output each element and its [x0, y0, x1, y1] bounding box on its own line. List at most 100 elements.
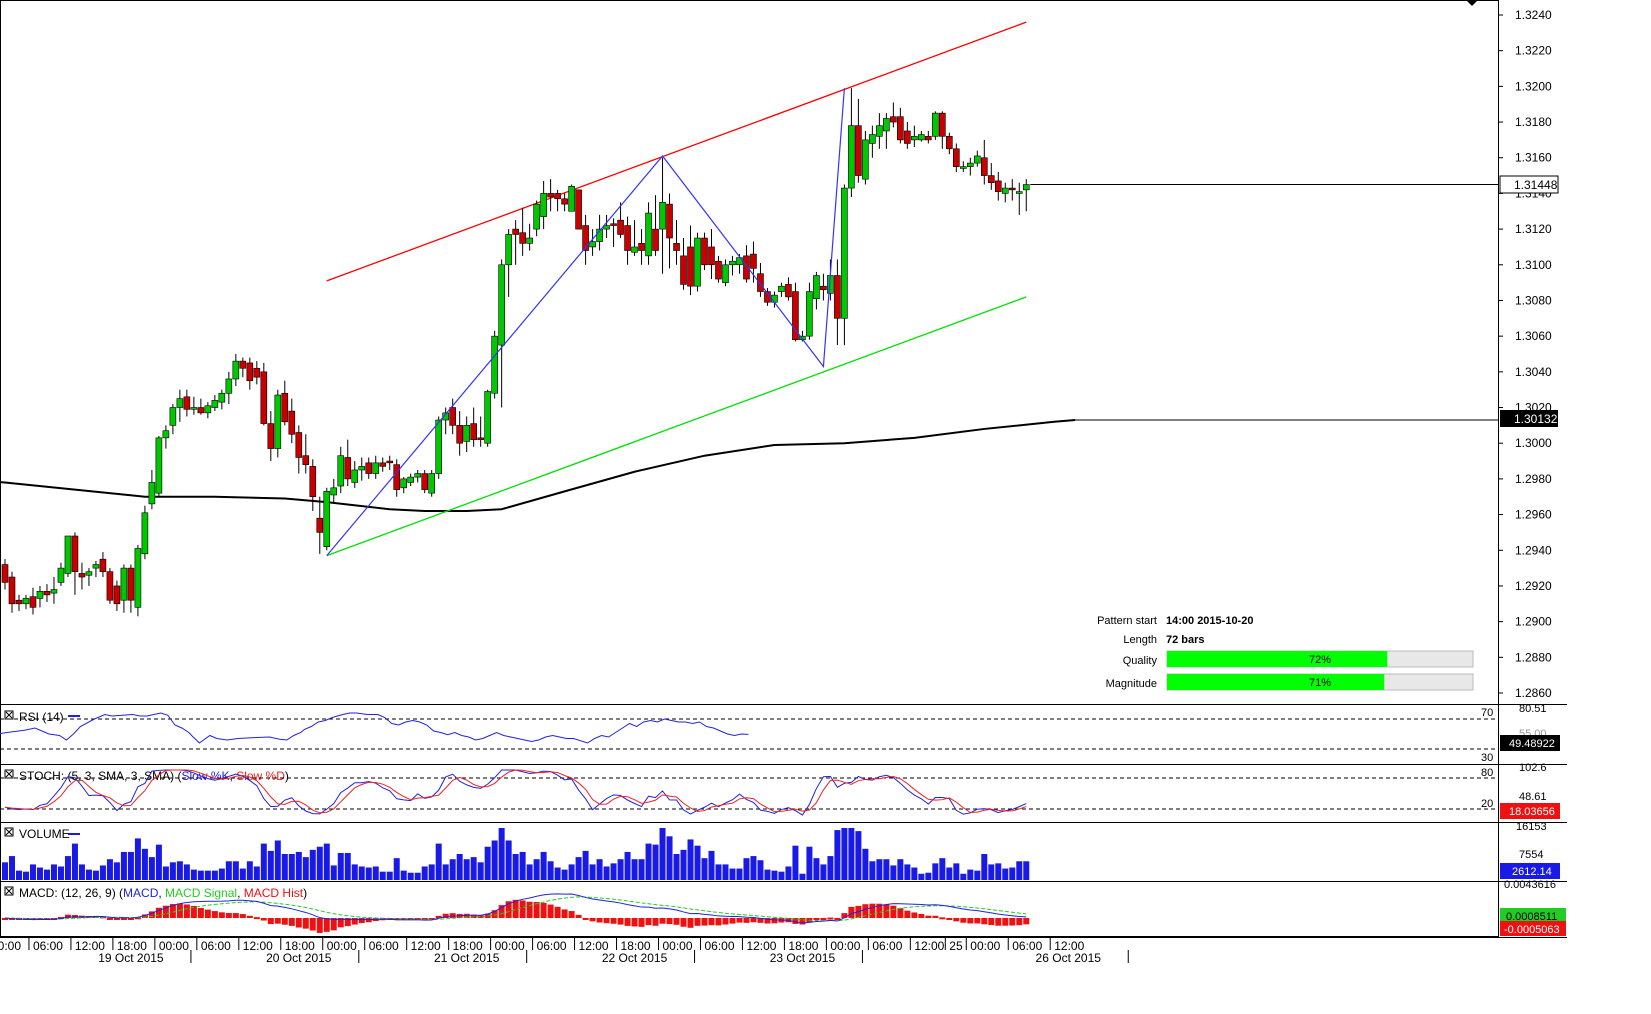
bull-candle-body — [848, 125, 855, 189]
candle — [400, 477, 408, 494]
macd-top-value: 0.0043616 — [1504, 879, 1556, 891]
bear-candle-body — [519, 232, 526, 244]
candle — [666, 193, 673, 269]
macd-signal-line — [4, 896, 1027, 922]
macd-hist-bar — [1002, 918, 1009, 926]
volume-bar — [561, 869, 568, 880]
macd-hist-bar — [757, 918, 764, 923]
volume-bar — [1009, 867, 1016, 880]
bear-candle-body — [953, 148, 960, 167]
bull-candle-body — [442, 412, 449, 421]
bull-candle-body — [36, 590, 44, 599]
volume-bar — [183, 864, 190, 880]
bull-candle-body — [85, 571, 93, 576]
current-price-label: 1.31448 — [1514, 178, 1558, 192]
candle — [246, 357, 254, 390]
volume-bar — [351, 864, 358, 880]
bull-candle-body — [358, 466, 366, 471]
price-tick-label: 1.3080 — [1515, 293, 1552, 307]
candle — [155, 436, 163, 497]
stoch-top-value: 102.6 — [1519, 762, 1547, 774]
bear-candle-body — [246, 362, 254, 382]
bull-candle-body — [64, 535, 72, 574]
volume-bar — [652, 844, 659, 880]
candle — [351, 461, 359, 488]
macd-hist-bar — [603, 918, 610, 924]
volume-bars — [2, 828, 1030, 880]
volume-bar — [449, 859, 456, 880]
macd-hist-bar — [141, 914, 148, 918]
macd-hist-bar — [323, 918, 330, 932]
macd-hist-bar — [484, 913, 491, 918]
volume-bar — [330, 865, 337, 880]
magnitude-value: 71% — [1309, 677, 1331, 689]
bear-candle-body — [994, 180, 1002, 192]
bear-candle-body — [904, 130, 911, 144]
macd-hist-bar — [750, 918, 757, 923]
bear-candle-body — [792, 291, 799, 341]
time-label: 25 — [949, 939, 963, 953]
volume-bar — [316, 846, 323, 880]
candle — [365, 457, 373, 479]
bull-candle-body — [218, 392, 226, 403]
bull-candle-body — [162, 430, 170, 439]
time-axis: 161800:0006:0012:0018:0000:0006:0012:001… — [0, 937, 1129, 965]
candle — [876, 113, 883, 149]
candle — [610, 218, 617, 247]
bull-candle-body — [204, 405, 212, 414]
macd-hist-bar — [799, 918, 806, 925]
macd-hist-bar — [183, 904, 190, 918]
candle — [379, 457, 387, 472]
time-label: 00:00 — [327, 939, 357, 953]
time-label: 00:00 — [159, 939, 189, 953]
volume-bar — [680, 849, 687, 880]
candle — [8, 571, 16, 613]
candle — [687, 225, 694, 296]
bull-candle-body — [407, 476, 415, 483]
macd-hist-bar — [624, 918, 631, 926]
bull-candle-body — [883, 118, 890, 132]
candle — [169, 403, 177, 435]
macd-hist-bar — [316, 918, 323, 933]
bull-candle-body — [484, 391, 491, 444]
bear-candle-body — [365, 462, 373, 474]
volume-bar — [673, 854, 680, 880]
volume-bar — [911, 867, 918, 880]
candle — [708, 229, 715, 280]
volume-bar — [939, 858, 946, 880]
volume-bar — [15, 870, 22, 880]
macd-hist-bar — [946, 918, 953, 920]
bull-candle-body — [92, 564, 100, 569]
pattern-zigzag — [326, 88, 845, 557]
macd-hist-bar — [876, 903, 883, 918]
candle — [701, 232, 708, 271]
macd-hist-bar — [890, 905, 897, 918]
volume-bar — [463, 859, 470, 880]
volume-bar — [750, 856, 757, 880]
volume-bar — [890, 865, 897, 880]
date-label: 26 Oct 2015 — [1036, 951, 1102, 963]
candle — [463, 416, 470, 453]
bull-candle-body — [862, 139, 869, 180]
bear-candle-body — [512, 228, 519, 235]
volume-bar — [953, 863, 960, 880]
volume-bar — [610, 863, 617, 880]
time-label: 00:00 — [0, 939, 21, 953]
bull-candle-body — [190, 407, 198, 410]
candle — [337, 446, 345, 494]
volume-bar — [127, 851, 134, 880]
bear-candle-body — [113, 585, 121, 605]
candle — [71, 532, 79, 595]
macd-hist-bar — [960, 918, 967, 923]
candle — [162, 425, 170, 449]
scroll-marker-icon[interactable] — [1466, 0, 1478, 6]
bull-candle-body — [57, 567, 65, 583]
volume-bar — [505, 840, 512, 880]
volume-bar — [806, 846, 813, 880]
candle — [526, 223, 533, 251]
bear-candle-body — [666, 203, 673, 239]
candle — [498, 259, 505, 408]
bull-candle-body — [526, 237, 533, 244]
bull-candle-body — [729, 260, 736, 266]
channel-lower-line — [326, 296, 1027, 557]
